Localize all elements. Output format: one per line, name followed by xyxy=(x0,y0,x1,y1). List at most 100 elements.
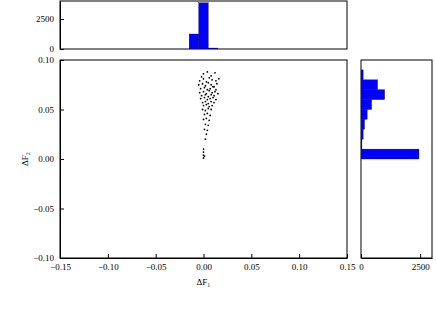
point xyxy=(214,72,216,74)
y-axis-tick-mark xyxy=(60,110,64,111)
right-hist-x-axis-tick-label: 0 xyxy=(359,262,364,272)
point xyxy=(208,106,210,108)
point xyxy=(209,88,211,90)
point xyxy=(215,89,217,91)
point xyxy=(210,75,212,77)
point xyxy=(210,109,212,111)
y-axis-tick-label: 0.00 xyxy=(38,154,54,164)
point xyxy=(218,78,220,80)
point xyxy=(210,94,212,96)
point xyxy=(209,115,211,117)
top-hist-y-axis-tick: 0 xyxy=(50,44,65,54)
point xyxy=(203,157,205,159)
y-axis-tick-label: 0.05 xyxy=(38,105,54,115)
right-hist-x-axis-tick: 0 xyxy=(359,254,364,272)
point xyxy=(205,94,207,96)
top-hist-y-axis-tick-mark xyxy=(60,49,64,50)
x-axis-tick-mark xyxy=(299,254,300,258)
x-axis-tick-label: 0.05 xyxy=(244,262,260,272)
point xyxy=(206,129,208,131)
point xyxy=(207,82,209,84)
x-axis-tick: 0.10 xyxy=(292,254,308,272)
hist-bar xyxy=(361,129,363,139)
point xyxy=(207,108,209,110)
top-hist-frame xyxy=(60,1,347,49)
point xyxy=(209,98,211,100)
y-axis-tick: 0.05 xyxy=(38,105,64,115)
point xyxy=(208,119,210,121)
top-hist-y-axis: 0 2500 xyxy=(36,2,64,55)
point xyxy=(198,84,200,86)
point xyxy=(207,96,209,98)
y-axis-title: ΔF₂ xyxy=(20,152,30,166)
y-axis-tick-mark xyxy=(60,258,64,259)
points xyxy=(198,71,220,159)
point xyxy=(205,118,207,120)
point xyxy=(204,114,206,116)
point xyxy=(201,95,203,97)
hist-bar xyxy=(361,70,363,80)
figure: −0.15 −0.10 −0.05 0.00 0.05 0.10 0.15−0.10 −0.0… xyxy=(0,0,436,314)
point xyxy=(204,97,206,99)
x-axis-tick-mark xyxy=(347,254,348,258)
top-hist-y-axis-tick: 2500 xyxy=(36,14,64,24)
point xyxy=(205,93,207,95)
y-axis-tick: 0.00 xyxy=(38,154,64,164)
point xyxy=(201,76,203,78)
point xyxy=(215,80,217,82)
point xyxy=(204,128,206,130)
point xyxy=(207,124,209,126)
point xyxy=(208,90,210,92)
point xyxy=(205,81,207,83)
x-axis-tick-label: −0.15 xyxy=(50,262,71,272)
point xyxy=(210,101,212,103)
y-axis-tick-label: −0.10 xyxy=(33,253,54,263)
y-axis-tick-mark xyxy=(60,60,64,61)
point xyxy=(202,102,204,104)
point xyxy=(210,84,212,86)
point xyxy=(206,99,208,101)
point xyxy=(205,110,207,112)
point xyxy=(204,155,206,157)
point xyxy=(211,79,213,81)
hist-bar xyxy=(361,90,385,100)
point xyxy=(217,93,219,95)
point xyxy=(203,73,205,75)
y-axis: −0.10−0.050.000.050.10 xyxy=(33,55,64,263)
x-axis-tick-label: 0.00 xyxy=(196,262,212,272)
point xyxy=(203,91,205,93)
point xyxy=(206,113,208,115)
point xyxy=(203,151,205,153)
hist-bar xyxy=(208,48,218,49)
point xyxy=(211,105,213,107)
right-hist-x-axis-tick-label: 2500 xyxy=(412,262,431,272)
x-axis-title: ΔF₁ xyxy=(197,277,211,287)
x-axis-tick-mark xyxy=(204,254,205,258)
point xyxy=(206,89,208,91)
top-hist-y-axis-tick-label: 0 xyxy=(50,44,55,54)
point xyxy=(203,119,205,121)
x-axis: −0.15 −0.10 −0.05 0.00 0.05 0.10 0.15 xyxy=(50,254,356,272)
y-axis-tick: −0.10 xyxy=(33,253,64,263)
point xyxy=(205,133,207,135)
point xyxy=(214,91,216,93)
point xyxy=(199,80,201,82)
right-hist-x-axis: 0 2500 xyxy=(359,254,432,272)
point xyxy=(203,105,205,107)
y-axis-tick-mark xyxy=(60,209,64,210)
x-axis-tick: 0.05 xyxy=(244,254,260,272)
x-axis-tick: −0.05 xyxy=(146,254,167,272)
point xyxy=(207,103,209,105)
x-axis-tick: −0.10 xyxy=(98,254,119,272)
hist-bar xyxy=(361,149,419,159)
point xyxy=(211,92,213,94)
point xyxy=(215,99,217,101)
top-hist-y-axis-line xyxy=(60,2,61,50)
point xyxy=(212,97,214,99)
x-axis-tick: 0.15 xyxy=(340,254,356,272)
top-hist-y-axis-tick-mark xyxy=(60,19,64,20)
point xyxy=(213,95,215,97)
point xyxy=(205,85,207,87)
point xyxy=(199,92,201,94)
point xyxy=(212,86,214,88)
